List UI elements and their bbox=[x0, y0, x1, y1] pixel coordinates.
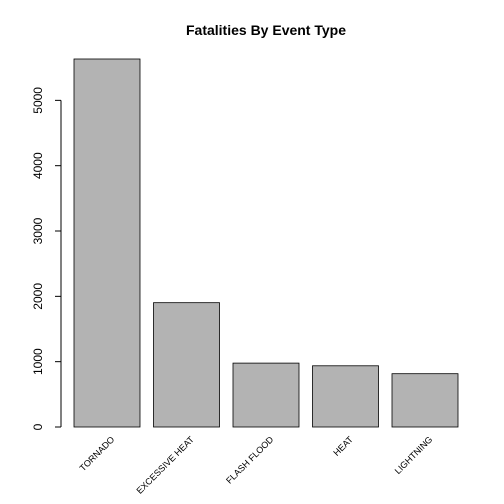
bar-tornado bbox=[73, 58, 141, 428]
x-tick-label: EXCESSIVE HEAT bbox=[134, 434, 196, 496]
y-tick-label: 1000 bbox=[31, 348, 45, 375]
x-axis-labels: TORNADO EXCESSIVE HEAT FLASH FLOOD HEAT LIGH… bbox=[78, 434, 435, 496]
x-tick-label: HEAT bbox=[331, 434, 355, 458]
y-tick-label: 5000 bbox=[31, 87, 45, 114]
chart-title: Fatalities By Event Type bbox=[186, 22, 346, 38]
x-tick-label: TORNADO bbox=[78, 434, 117, 473]
bar-heat bbox=[312, 365, 379, 428]
bar-lightning bbox=[391, 373, 459, 428]
x-tick-label: LIGHTNING bbox=[393, 434, 435, 476]
y-tick-label: 3000 bbox=[31, 217, 45, 244]
y-axis: 0 1000 2000 3000 4000 5000 bbox=[31, 87, 62, 430]
bar-excessive-heat bbox=[153, 302, 220, 428]
y-tick-label: 4000 bbox=[31, 152, 45, 179]
x-tick-label: FLASH FLOOD bbox=[224, 434, 276, 486]
y-tick-label: 2000 bbox=[31, 283, 45, 310]
bar-flash-flood bbox=[232, 362, 300, 428]
bars-group bbox=[73, 58, 459, 428]
y-tick-label: 0 bbox=[31, 423, 45, 430]
